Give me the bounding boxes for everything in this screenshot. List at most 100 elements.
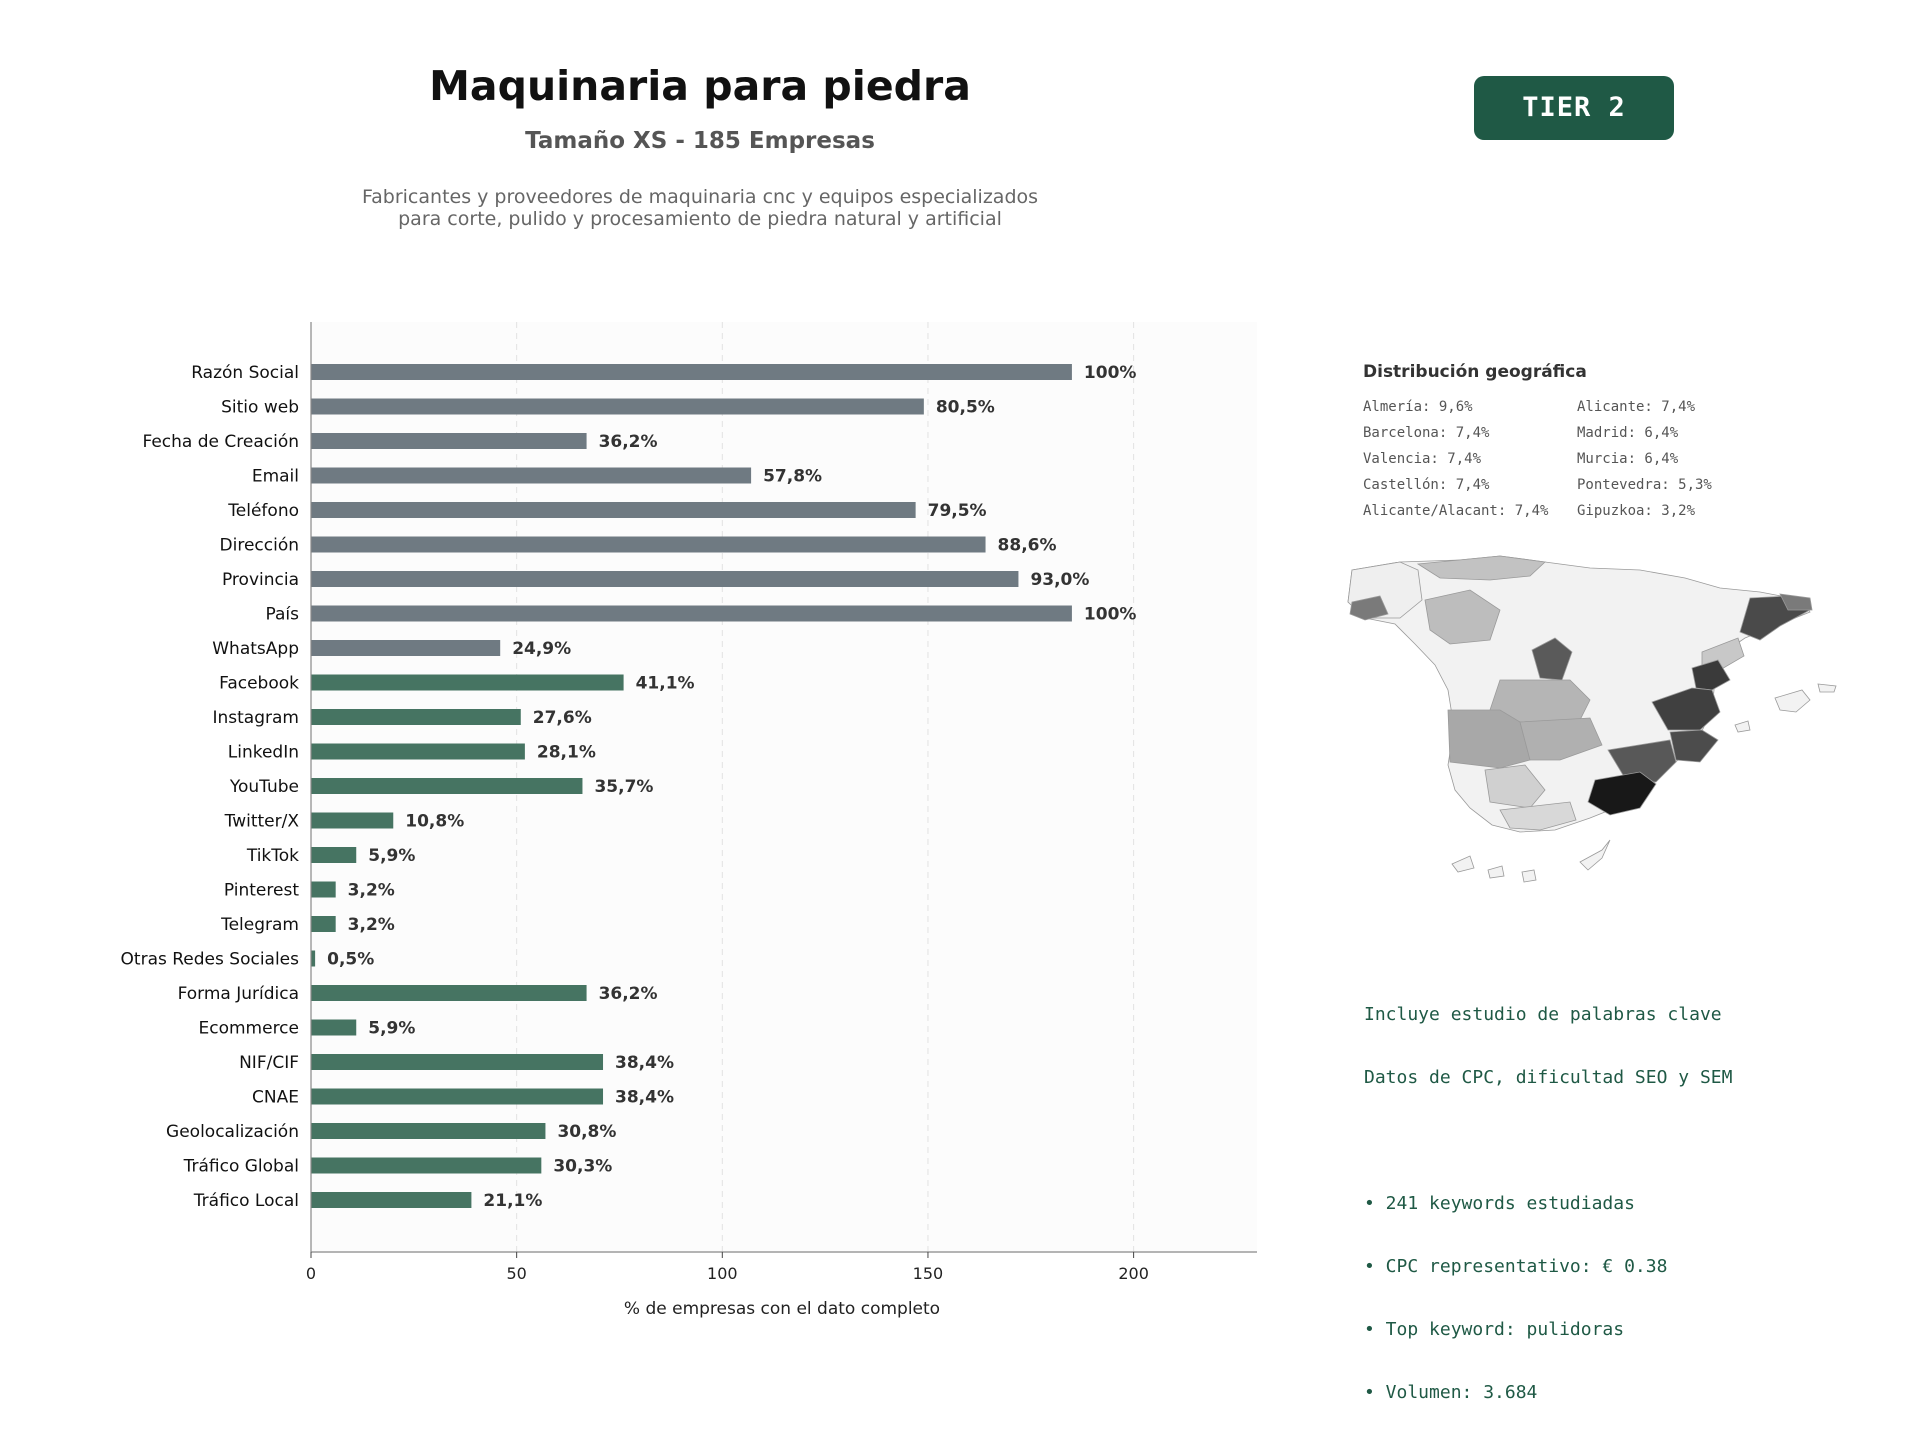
bar — [311, 916, 336, 932]
data-label: 28,1% — [537, 743, 596, 763]
x-tick-label: 0 — [306, 1264, 316, 1283]
category-label: Ecommerce — [199, 1019, 300, 1039]
description-line: Fabricantes y proveedores de maquinaria … — [361, 186, 1039, 208]
data-label: 100% — [1084, 363, 1137, 383]
geo-item: Madrid: 6,4% — [1577, 425, 1679, 441]
geo-item: Castellón: 7,4% — [1363, 477, 1490, 493]
keyword-line: Datos de CPC, dificultad SEO y SEM — [1364, 1067, 1733, 1088]
x-tick-label: 200 — [1118, 1264, 1149, 1283]
bar — [311, 1054, 604, 1070]
geo-title: Distribución geográfica — [1363, 362, 1587, 382]
keyword-line: • Top keyword: pulidoras — [1364, 1319, 1625, 1340]
bar — [311, 536, 986, 553]
category-label: Pinterest — [224, 881, 299, 901]
category-label: Provincia — [222, 570, 299, 590]
bar — [311, 950, 316, 967]
bar — [311, 778, 583, 794]
bar — [311, 1123, 546, 1139]
keyword-line: • 241 keywords estudiadas — [1364, 1193, 1635, 1214]
data-label: 36,2% — [599, 984, 658, 1004]
category-label: Teléfono — [227, 501, 299, 521]
map-region-north — [1416, 555, 1546, 581]
category-label: TikTok — [246, 846, 299, 866]
description: Fabricantes y proveedores de maquinaria … — [200, 186, 1200, 230]
map-region-andalucia-w — [1484, 764, 1546, 809]
geo-item: Almería: 9,6% — [1363, 399, 1473, 415]
geo-item: Valencia: 7,4% — [1363, 451, 1482, 467]
category-label: Telegram — [220, 915, 299, 935]
category-label: Tráfico Global — [183, 1157, 299, 1177]
data-label: 57,8% — [763, 467, 822, 487]
x-axis-label: % de empresas con el dato completo — [624, 1299, 940, 1319]
category-label: Forma Jurídica — [178, 984, 299, 1004]
category-label: NIF/CIF — [239, 1053, 299, 1073]
keyword-line: • Volumen: 3.684 — [1364, 1382, 1538, 1403]
bar — [311, 605, 1072, 622]
tier-badge: TIER 2 — [1474, 76, 1674, 140]
bar — [311, 571, 1019, 587]
bar — [311, 881, 336, 898]
bar — [311, 1192, 472, 1208]
bar — [311, 985, 587, 1001]
data-label: 88,6% — [998, 536, 1057, 556]
map-region-menorca — [1817, 683, 1837, 693]
bar — [311, 502, 916, 518]
category-label: Fecha de Creación — [142, 432, 299, 452]
bar — [311, 364, 1072, 380]
geo-item: Barcelona: 7,4% — [1363, 425, 1490, 441]
data-label: 100% — [1084, 605, 1137, 625]
category-label: CNAE — [252, 1088, 299, 1108]
bar — [311, 398, 924, 415]
bar-chart: Razón Social 100% Sitio web 80,5% Fecha de C… — [121, 322, 1257, 1319]
map-region-madrid — [1531, 637, 1573, 681]
bar — [311, 674, 624, 691]
page-subtitle: Tamaño XS - 185 Empresas — [525, 128, 875, 154]
bar — [311, 640, 501, 656]
keyword-line: Incluye estudio de palabras clave — [1364, 1004, 1722, 1025]
category-label: Facebook — [219, 674, 299, 694]
category-label: Geolocalización — [166, 1122, 299, 1142]
data-label: 93,0% — [1030, 570, 1089, 590]
data-label: 36,2% — [599, 432, 658, 452]
category-label: LinkedIn — [228, 743, 299, 763]
map-region-alicante — [1669, 729, 1719, 763]
geo-item: Pontevedra: 5,3% — [1577, 477, 1712, 493]
map-region-canarias-3 — [1521, 869, 1537, 883]
geo-item: Gipuzkoa: 3,2% — [1577, 503, 1696, 519]
geo-item: Alicante/Alacant: 7,4% — [1363, 503, 1549, 519]
bar — [311, 1019, 357, 1036]
data-label: 21,1% — [483, 1191, 542, 1211]
geo-item: Murcia: 6,4% — [1577, 451, 1679, 467]
category-label: Dirección — [220, 536, 299, 556]
map-region-ibiza — [1734, 720, 1751, 733]
data-label: 30,8% — [557, 1122, 616, 1142]
data-label: 3,2% — [348, 915, 395, 935]
category-label: Instagram — [213, 708, 300, 728]
bar — [311, 812, 394, 829]
data-label: 79,5% — [928, 501, 987, 521]
category-label: País — [266, 605, 300, 625]
x-tick-label: 50 — [506, 1264, 526, 1283]
map-region-valencia — [1651, 687, 1721, 731]
map-region-cmancha — [1519, 717, 1603, 761]
spain-map — [1347, 555, 1837, 883]
bar — [311, 467, 752, 484]
data-label: 35,7% — [594, 777, 653, 797]
data-label: 38,4% — [615, 1088, 674, 1108]
map-region-almeria — [1587, 771, 1657, 816]
category-label: WhatsApp — [212, 639, 299, 659]
map-region-pontevedra — [1349, 595, 1389, 621]
map-region-castilla-n — [1424, 589, 1501, 645]
data-label: 24,9% — [512, 639, 571, 659]
page-title: Maquinaria para piedra — [429, 62, 971, 110]
bar — [311, 743, 525, 760]
map-region-canarias-1 — [1451, 855, 1475, 873]
data-label: 30,3% — [553, 1157, 612, 1177]
bar — [311, 1157, 542, 1174]
data-label: 80,5% — [936, 398, 995, 418]
category-label: Email — [252, 467, 299, 487]
bar — [311, 847, 357, 863]
geo-item: Alicante: 7,4% — [1577, 399, 1696, 415]
data-label: 3,2% — [348, 881, 395, 901]
category-label: Razón Social — [191, 363, 299, 383]
